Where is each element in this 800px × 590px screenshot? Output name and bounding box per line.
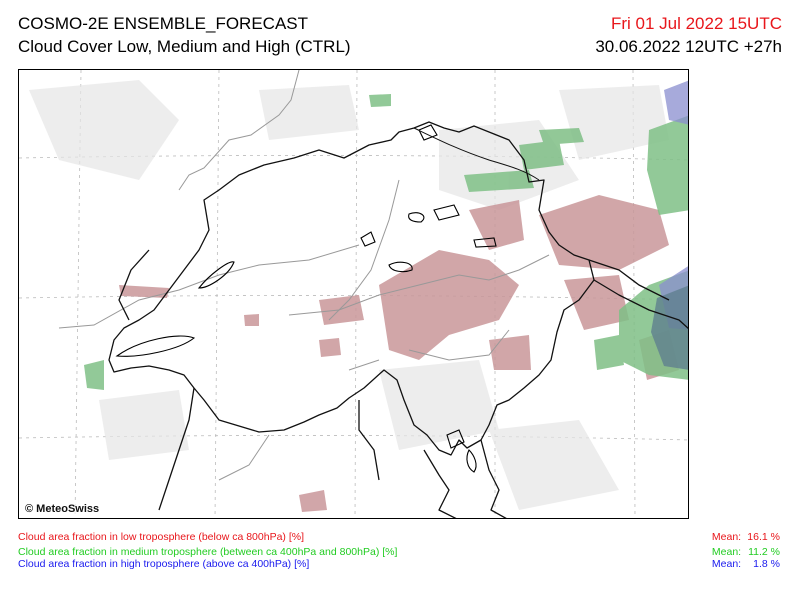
chart-subtitle: Cloud Cover Low, Medium and High (CTRL)	[18, 37, 351, 56]
map-panel: © MeteoSwiss	[18, 69, 689, 519]
legend-label-medium: Cloud area fraction in medium tropospher…	[18, 546, 398, 558]
country-borders	[108, 121, 688, 518]
legend-mean-medium: Mean: 11.2 %	[712, 546, 780, 559]
mean-value-medium: 11.2 %	[748, 546, 780, 558]
legend-label-low: Cloud area fraction in low troposphere (…	[18, 531, 304, 543]
chart-title-block: COSMO-2E ENSEMBLE_FORECAST Cloud Cover L…	[18, 12, 351, 58]
valid-time: Fri 01 Jul 2022 15UTC	[610, 14, 782, 33]
mean-label: Mean:	[711, 558, 742, 570]
legend-mean-low: Mean: 16.1 %	[712, 531, 780, 544]
legend-mean-high: Mean: 1.8 %	[712, 558, 780, 571]
legend: Cloud area fraction in low troposphere (…	[18, 531, 780, 570]
run-info: 30.06.2022 12UTC +27h	[595, 37, 782, 56]
copyright-label: © MeteoSwiss	[23, 503, 102, 515]
legend-item-medium: Cloud area fraction in medium tropospher…	[18, 546, 780, 559]
legend-item-low: Cloud area fraction in low troposphere (…	[18, 531, 780, 544]
mean-label: Mean:	[711, 546, 742, 558]
mean-value-low: 16.1 %	[747, 531, 780, 543]
cloud-cover-map	[19, 70, 688, 518]
overlap-cloud-areas	[651, 285, 688, 370]
rivers	[413, 127, 540, 181]
time-info-block: Fri 01 Jul 2022 15UTC 30.06.2022 12UTC +…	[595, 12, 782, 58]
mean-value-high: 1.8 %	[753, 558, 780, 570]
legend-item-high: Cloud area fraction in high troposphere …	[18, 558, 780, 571]
mean-label: Mean:	[711, 531, 742, 543]
legend-label-high: Cloud area fraction in high troposphere …	[18, 558, 310, 570]
chart-title: COSMO-2E ENSEMBLE_FORECAST	[18, 14, 309, 33]
lakes	[115, 124, 497, 473]
administrative-boundaries	[58, 70, 550, 481]
